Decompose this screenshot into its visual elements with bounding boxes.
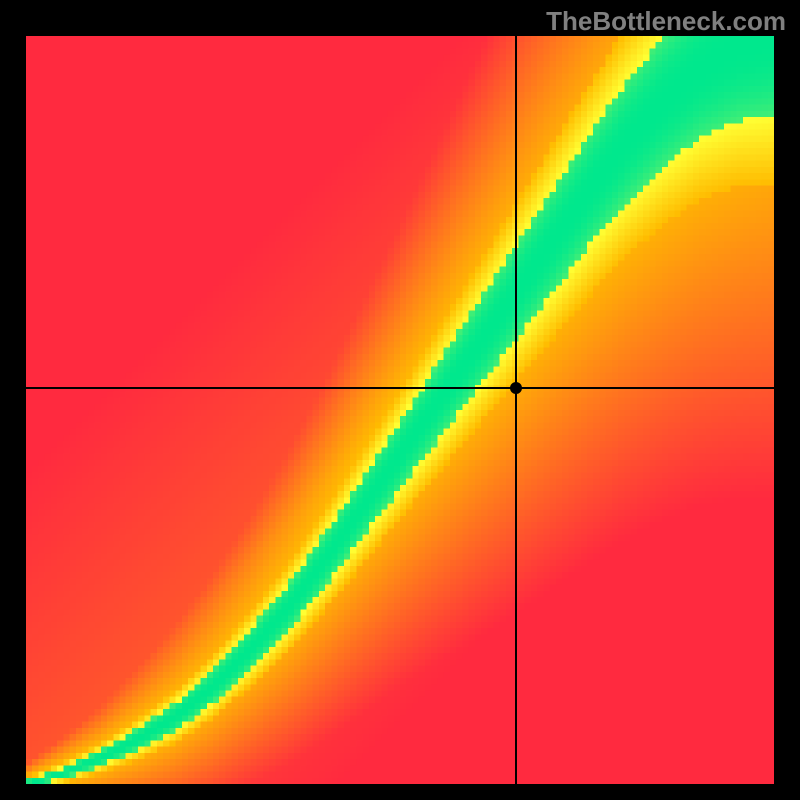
chart-container: TheBottleneck.com [0,0,800,800]
plot-area [26,36,774,784]
heatmap-canvas [26,36,774,784]
marker-point [510,382,522,394]
crosshair-horizontal [26,387,774,389]
watermark-text: TheBottleneck.com [546,6,786,37]
crosshair-vertical [515,36,517,784]
